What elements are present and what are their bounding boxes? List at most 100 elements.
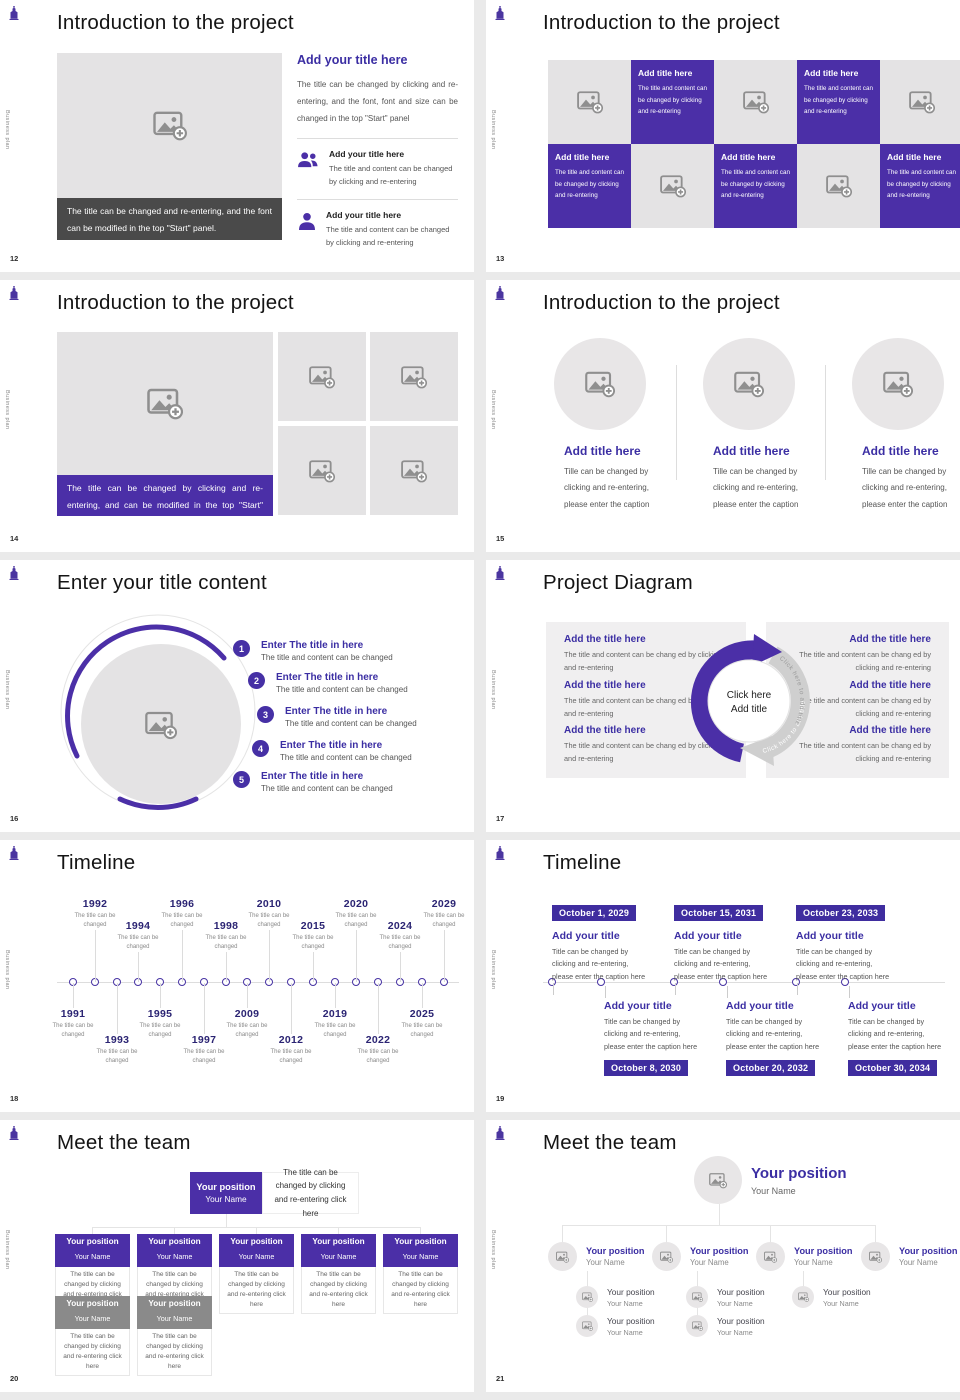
slide-title: Introduction to the project (543, 291, 780, 314)
tile-title: Add title here (721, 152, 776, 162)
item-body: The title and content can be changed (261, 784, 393, 793)
timeline-card: October 15, 2031 Add your title Title ca… (674, 903, 771, 996)
avatar (652, 1242, 681, 1271)
name-label: Your Name (823, 1298, 859, 1308)
tower-logo-icon (8, 6, 20, 20)
position-label: Your position (794, 1246, 853, 1256)
tile-body: The title and content can be changed by … (555, 169, 624, 200)
item-body: The title and content can be changed (285, 719, 417, 728)
slide-12-thumbnail[interactable]: Business plan Introduction to the projec… (0, 0, 474, 272)
image-placeholder-circle (554, 338, 646, 430)
image-placeholder-icon (826, 174, 852, 198)
year-caption: The title can be changed (335, 913, 377, 928)
image-placeholder-icon (401, 459, 427, 483)
item-title: Enter The title in here (276, 672, 379, 683)
timeline-entry: 1992 The title can be changed (71, 898, 119, 982)
year-caption: The title can be changed (314, 1023, 356, 1038)
connector-line (225, 952, 227, 982)
timeline-entry: 1991 The title can be changed (49, 983, 97, 1040)
timeline-entry: 2012 The title can be changed (267, 983, 315, 1066)
card-title: Add your title (796, 930, 864, 942)
timeline-entry: 2010 The title can be changed (245, 898, 293, 982)
slide-13-thumbnail[interactable]: Business plan Introduction to the projec… (486, 0, 960, 272)
card-body: Title can be changed by clicking and re-… (604, 1017, 698, 1051)
year-label: 1994 (125, 920, 151, 932)
position-label: Your position (66, 1237, 119, 1246)
avatar (548, 1242, 577, 1271)
card-body: Title can be changed by clicking and re-… (848, 1017, 942, 1051)
year-label: 1993 (104, 1034, 130, 1046)
slide-17-thumbnail[interactable]: Business plan Project Diagram Add the ti… (486, 560, 960, 832)
connector-line (719, 1204, 720, 1225)
item-text: Enter The title in here The title and co… (280, 740, 412, 762)
date-badge: October 8, 2030 (604, 1060, 689, 1077)
image-placeholder-circle (703, 338, 795, 430)
position-label: Your position (196, 1182, 256, 1192)
year-label: 2024 (387, 920, 413, 932)
year-label: 1992 (82, 898, 108, 910)
card-body: Title can be changed by clicking and re-… (796, 947, 890, 981)
avatar (686, 1315, 708, 1337)
year-label: 2020 (343, 898, 369, 910)
image-placeholder (278, 332, 366, 421)
grid-tile: Add title here The title and content can… (880, 60, 960, 144)
item-title: Add the title here (849, 679, 931, 691)
connector-line (849, 986, 850, 998)
page-number: 15 (496, 534, 505, 543)
side-label: Business plan (490, 390, 496, 430)
timeline-card: Add your title Title can be changed by c… (604, 986, 701, 1077)
org-box: Your position Your Name The title can be… (55, 1296, 130, 1377)
connector-line (174, 1227, 175, 1234)
grid-tile: Add title here The title and content can… (714, 60, 797, 144)
divider (297, 137, 458, 139)
slide-20-thumbnail[interactable]: Business plan Meet the team Your positio… (0, 1120, 474, 1392)
grid-tile: Add title here The title and content can… (631, 60, 714, 144)
side-label: Business plan (4, 110, 10, 150)
item-body: Tille can be changed by clicking and re-… (713, 467, 799, 509)
slide-14-thumbnail[interactable]: Business plan Introduction to the projec… (0, 280, 474, 552)
page-number: 18 (10, 1094, 19, 1103)
image-placeholder-icon (743, 90, 769, 114)
side-label: Business plan (490, 110, 496, 150)
timeline-node (597, 978, 605, 986)
side-label: Business plan (490, 670, 496, 710)
panel-item: Add the title here The title and content… (564, 634, 728, 675)
slide-title: Timeline (57, 851, 136, 874)
year-caption: The title can be changed (205, 935, 247, 950)
team-member-text: Your position Your Name (794, 1246, 853, 1267)
item-number: 5 (233, 771, 250, 788)
slide-title: Introduction to the project (57, 11, 294, 34)
item-title: Enter The title in here (280, 740, 383, 751)
connector-line (116, 983, 118, 1034)
grid-tile: Add title here The title and content can… (548, 60, 631, 144)
side-label: Business plan (4, 670, 10, 710)
grid-tile: Add title here The title and content can… (797, 144, 880, 228)
avatar (861, 1242, 890, 1271)
team-sub-member-text: Your position Your Name (607, 1287, 655, 1308)
slide-19-thumbnail[interactable]: Business plan Timeline October 1, 2029 A… (486, 840, 960, 1112)
item-title: Enter The title in here (261, 640, 364, 651)
org-box-header: Your position Your Name (219, 1234, 294, 1267)
timeline-cards-above: October 1, 2029 Add your title Title can… (486, 840, 960, 1112)
timeline-entry: 2019 The title can be changed (311, 983, 359, 1040)
slide-21-thumbnail[interactable]: Business plan Meet the team Your positio… (486, 1120, 960, 1392)
grid-tile: Add title here The title and content can… (714, 144, 797, 228)
image-placeholder (57, 53, 282, 198)
connector-line (246, 983, 248, 1008)
slide-18-thumbnail[interactable]: Business plan Timeline 1992 The title ca… (0, 840, 474, 1112)
org-box-header: Your position Your Name (55, 1296, 130, 1329)
connector-line (605, 986, 606, 998)
slide-title: Meet the team (543, 1131, 677, 1154)
connector-line (377, 983, 379, 1034)
connector-line (399, 952, 401, 982)
team-member-text: Your position Your Name (899, 1246, 958, 1267)
item-text: Enter The title in here The title and co… (261, 640, 393, 662)
connector-line (181, 930, 183, 982)
slide-15-thumbnail[interactable]: Business plan Introduction to the projec… (486, 280, 960, 552)
year-label: 1991 (60, 1008, 86, 1020)
team-member-text: Your position Your Name (586, 1246, 645, 1267)
name-label: Your Name (74, 1252, 111, 1261)
feature-columns: Add title here Tille can be changed by c… (486, 280, 960, 552)
connector-line (803, 1271, 804, 1297)
slide-16-thumbnail[interactable]: Business plan Enter your title content 1… (0, 560, 474, 832)
